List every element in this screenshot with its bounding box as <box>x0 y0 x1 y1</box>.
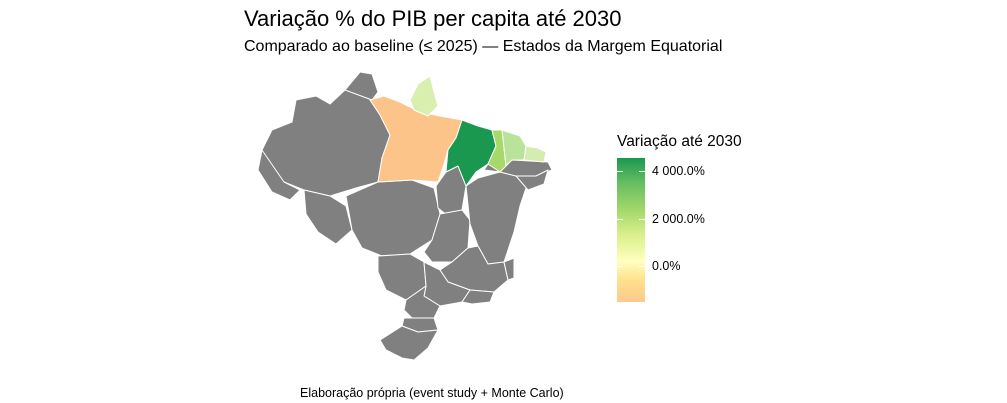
state-acre <box>257 149 301 201</box>
state-roraima <box>344 71 379 101</box>
legend-label: 2 000.0% <box>652 212 705 226</box>
state-rio-grande-do-sul <box>379 325 439 361</box>
state-ceara <box>501 129 527 167</box>
state-amapa <box>409 75 439 117</box>
legend-tick <box>639 266 645 267</box>
state-alagoas <box>515 169 549 191</box>
state-rio-grande-do-norte <box>523 145 547 163</box>
state-mato-grosso <box>345 179 441 257</box>
state-para <box>369 95 463 183</box>
legend-title: Variação até 2030 <box>617 133 742 150</box>
chart-title: Variação % do PIB per capita até 2030 <box>244 6 622 31</box>
legend-color-bar <box>617 158 645 302</box>
state-maranhao <box>445 119 497 187</box>
legend-label: 4 000.0% <box>652 164 705 178</box>
legend-tick <box>617 219 623 220</box>
map-caption: Elaboração própria (event study + Monte … <box>300 386 564 400</box>
legend-tick <box>617 171 623 172</box>
state-parana <box>403 285 441 319</box>
legend-label: 0.0% <box>652 259 681 273</box>
legend-tick <box>639 219 645 220</box>
chart-subtitle: Comparado ao baseline (≤ 2025) — Estados… <box>244 38 723 55</box>
state-bahia <box>465 171 529 265</box>
state-espirito-santo <box>503 257 515 281</box>
legend-tick <box>639 171 645 172</box>
state-rondonia <box>303 189 353 245</box>
legend-tick <box>617 266 623 267</box>
state-rio-de-janeiro <box>461 289 495 305</box>
brazil-map <box>257 71 553 361</box>
